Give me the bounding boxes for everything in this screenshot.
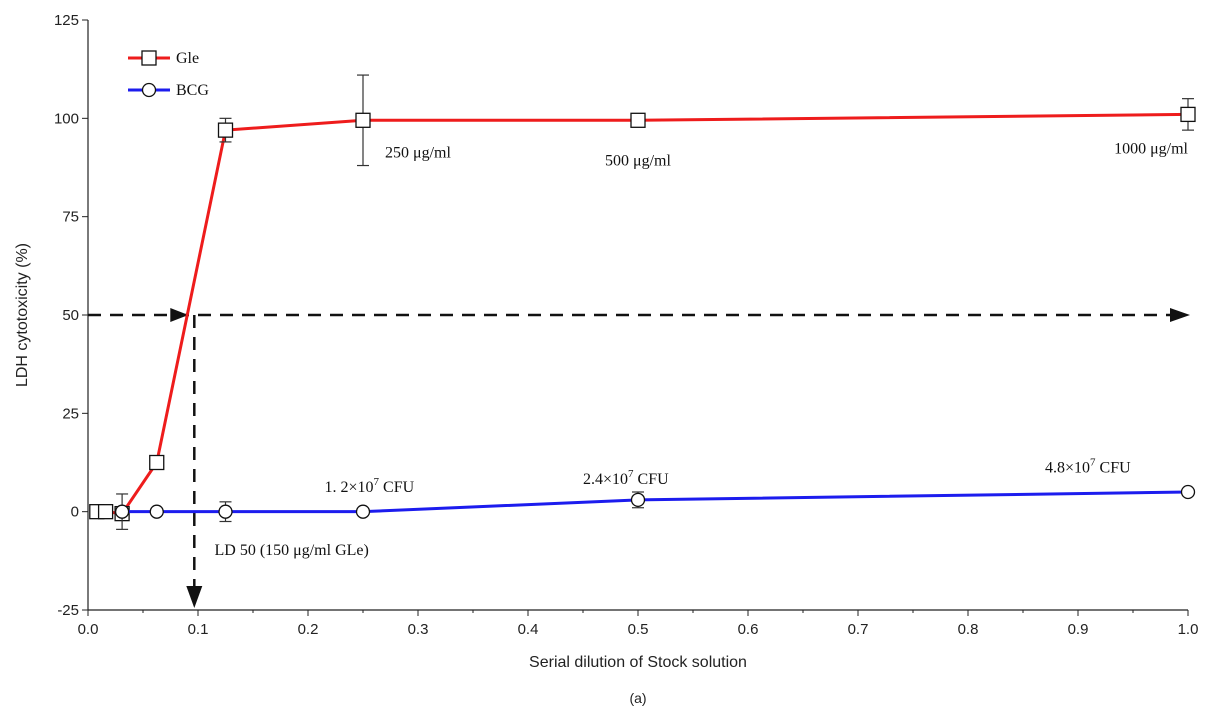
data-annotation: 1000 μg/ml <box>1114 141 1188 158</box>
data-point-bcg <box>114 504 130 519</box>
x-tick-label: 0.9 <box>1068 621 1089 638</box>
series-gle <box>89 74 1196 522</box>
x-tick-label: 0.5 <box>628 621 649 638</box>
x-tick-label: 0.3 <box>408 621 429 638</box>
x-tick-label: 0.2 <box>298 621 319 638</box>
y-tick-label: -25 <box>57 602 79 619</box>
data-annotation: 2.4×107 CFU <box>583 468 669 488</box>
legend-label: Gle <box>176 50 199 67</box>
x-tick-label: 0.8 <box>958 621 979 638</box>
y-tick-label: 100 <box>54 110 79 127</box>
data-annotation: 4.8×107 CFU <box>1045 456 1131 476</box>
series-line-bcg <box>122 490 1189 514</box>
y-tick-label: 25 <box>62 405 79 422</box>
series-group <box>89 74 1196 530</box>
data-annotation: 250 μg/ml <box>385 145 451 162</box>
annotations: 250 μg/ml 500 μg/ml 1000 μg/ml LD 50 (150 μ… <box>215 141 1189 559</box>
y-tick-label: 0 <box>71 504 79 521</box>
arrowhead-down <box>186 586 203 608</box>
y-tick-label: 50 <box>62 307 79 324</box>
axes: 0.0 0.1 0.2 0.3 0.4 0.5 0.6 0.7 0.8 0.9 1.0 -25 0 25 5… <box>54 12 1198 638</box>
data-point-gle <box>217 122 234 138</box>
x-tick-label: 0.7 <box>848 621 869 638</box>
x-tick-label: 0.1 <box>188 621 209 638</box>
arrowhead-ld50-point <box>170 308 189 322</box>
legend-label: BCG <box>176 82 209 99</box>
data-annotation: 1. 2×107 CFU <box>325 476 415 496</box>
data-point-gle <box>97 504 114 520</box>
y-tick-label: 75 <box>62 209 79 226</box>
x-tick-label: 1.0 <box>1178 621 1199 638</box>
legend-marker-square <box>141 50 157 66</box>
ld50-guides <box>88 308 1190 608</box>
data-point-gle <box>630 112 646 128</box>
legend: Gle BCG <box>128 50 209 99</box>
y-axis-label: LDH cytotoxicity (%) <box>14 243 31 387</box>
legend-marker-circle <box>141 82 157 98</box>
y-tick-label: 125 <box>54 12 79 29</box>
data-point-bcg <box>218 504 233 519</box>
arrowhead-right-end <box>1170 308 1190 322</box>
legend-item-gle: Gle <box>128 50 199 67</box>
x-axis-label: Serial dilution of Stock solution <box>529 654 747 671</box>
data-point-bcg <box>1180 484 1196 500</box>
data-point-gle <box>355 112 371 128</box>
data-point-bcg <box>149 504 164 519</box>
figure-caption: (a) <box>629 690 646 706</box>
x-tick-label: 0.6 <box>738 621 759 638</box>
data-point-bcg <box>355 504 371 519</box>
legend-item-bcg: BCG <box>128 82 209 99</box>
data-annotation: 500 μg/ml <box>605 153 671 170</box>
data-point-gle <box>149 454 165 471</box>
data-annotation: LD 50 (150 μg/ml GLe) <box>215 542 369 559</box>
x-tick-label: 0.0 <box>78 621 99 638</box>
data-point-gle <box>1180 106 1196 123</box>
data-point-bcg <box>630 492 646 508</box>
x-tick-label: 0.4 <box>518 621 539 638</box>
series-bcg <box>114 484 1196 530</box>
